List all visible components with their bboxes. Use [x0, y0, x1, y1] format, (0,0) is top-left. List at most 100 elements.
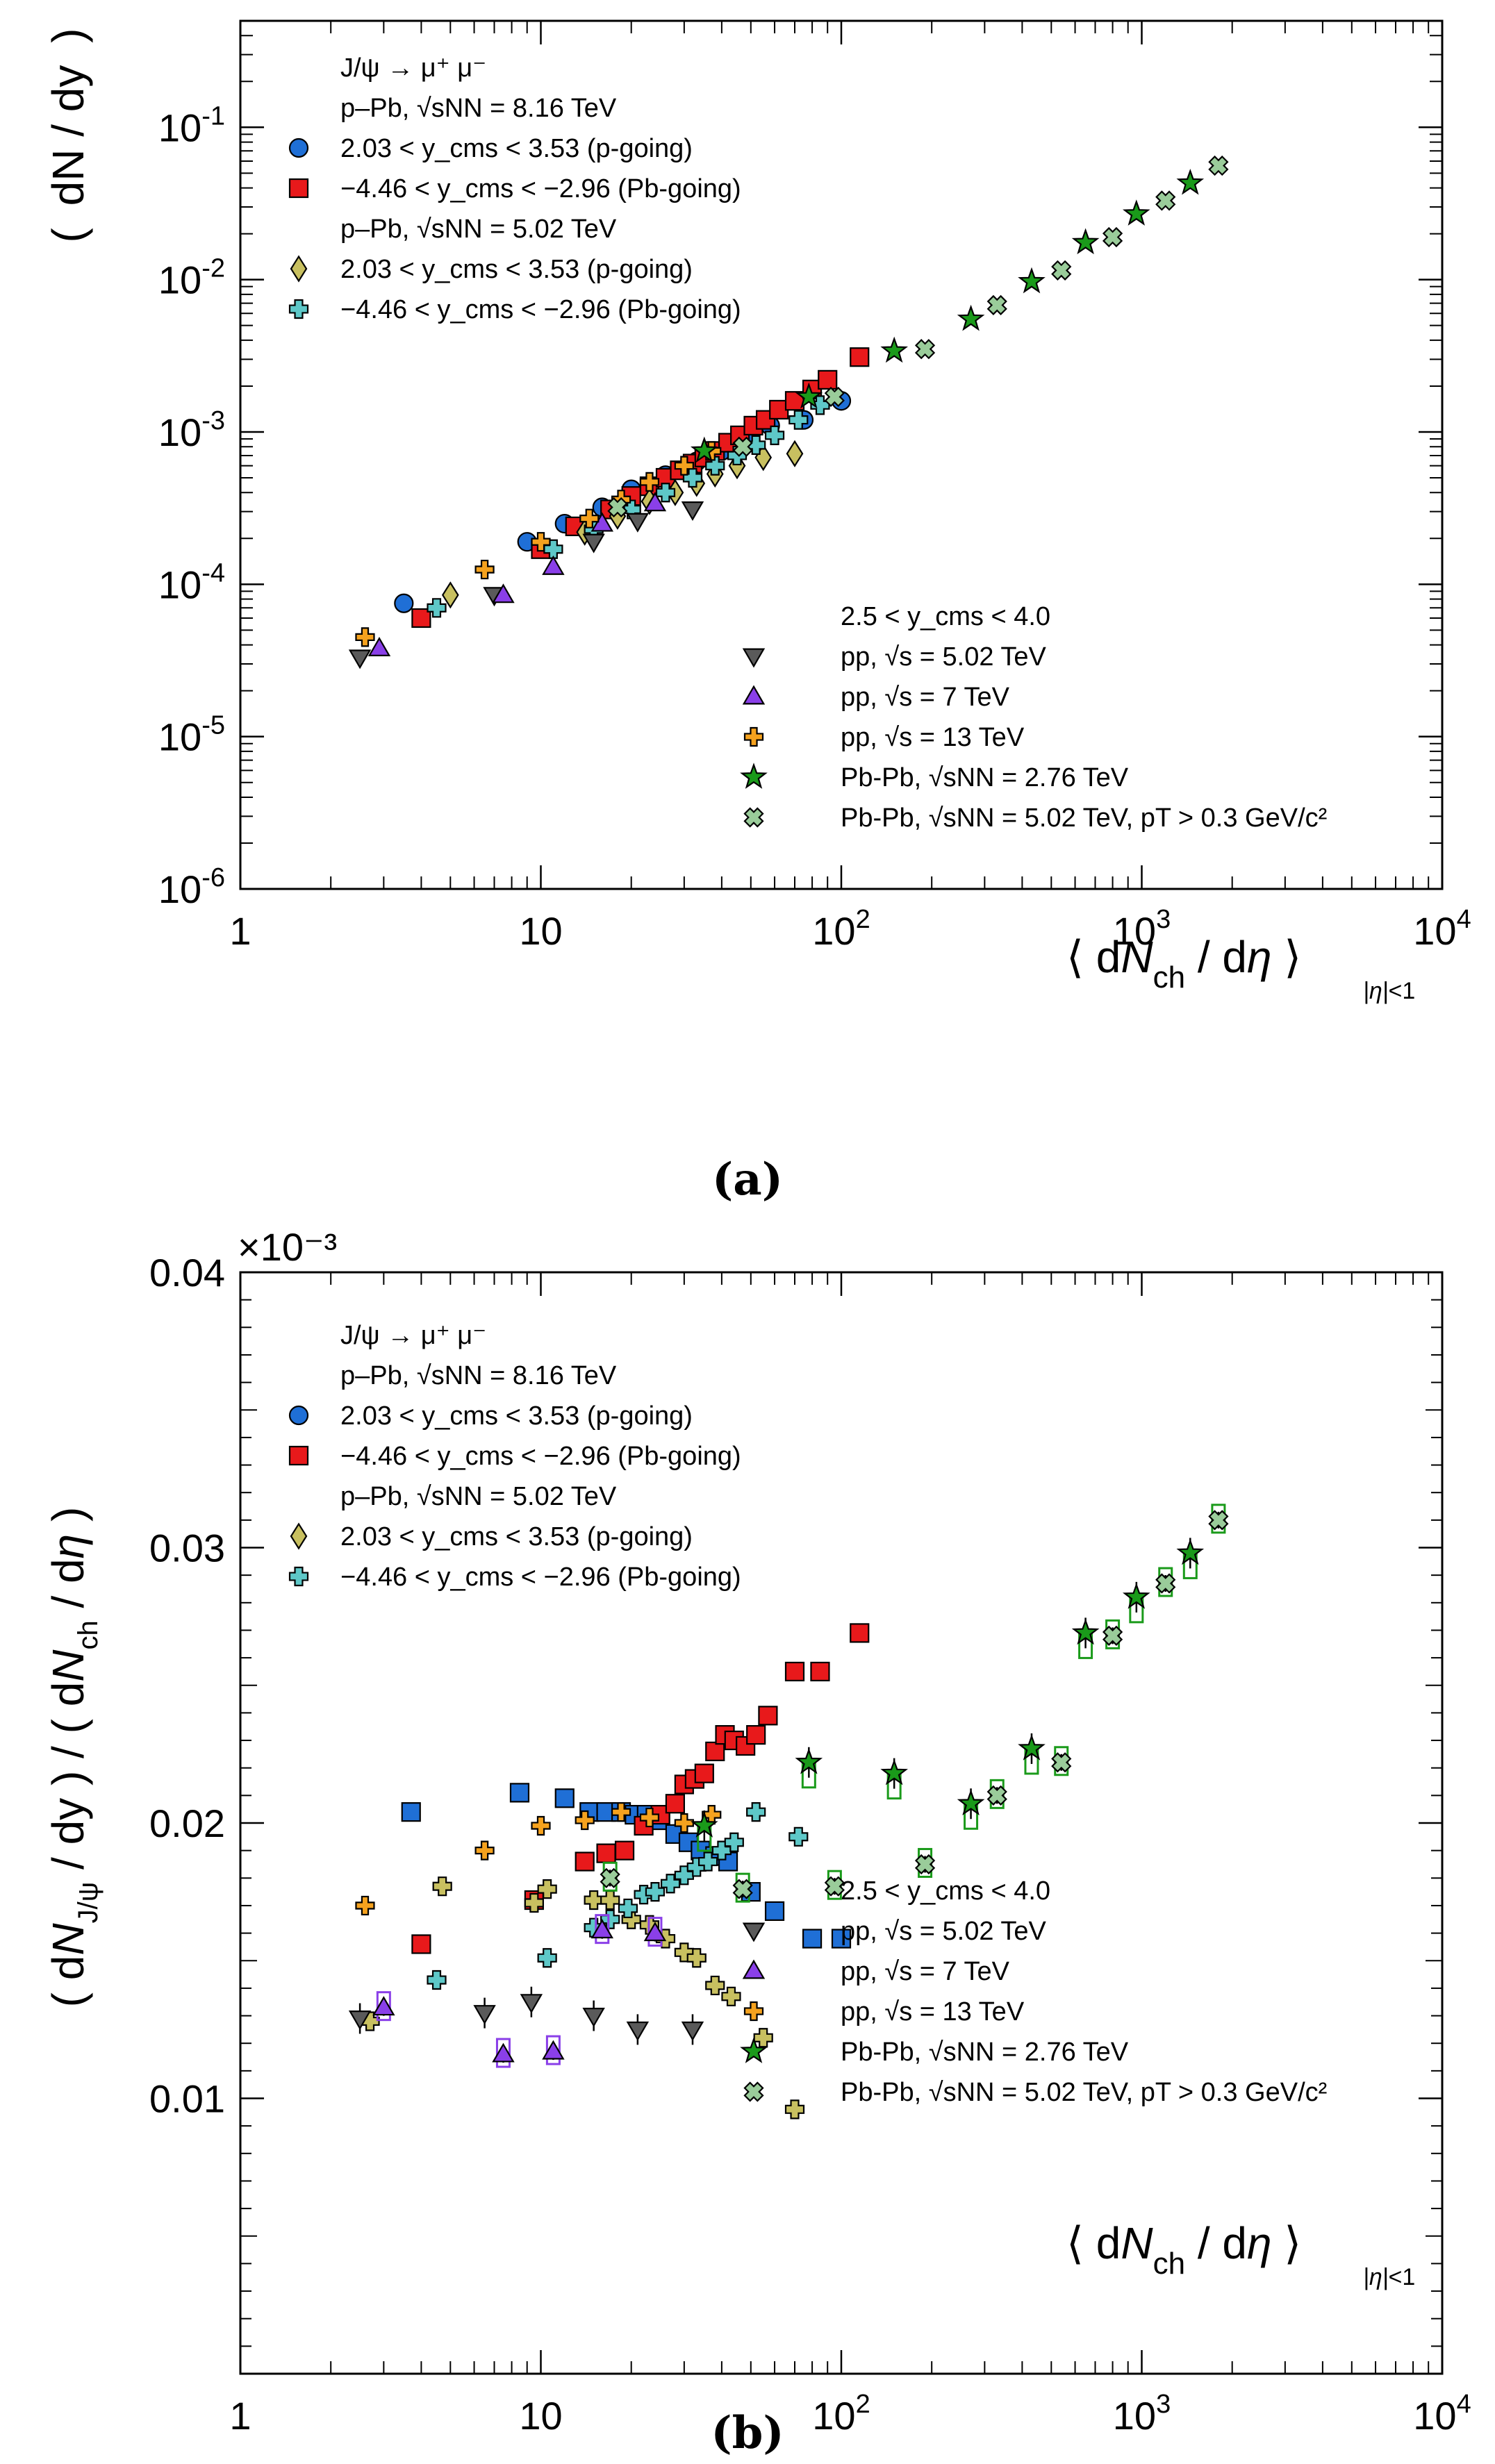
point-b-1-4	[614, 1840, 635, 1861]
point-a-7-7	[1176, 168, 1205, 195]
point-b-1-2	[575, 1851, 595, 1872]
point-b-1-0	[411, 1934, 431, 1954]
point-b-2-5	[600, 1890, 620, 1911]
y-tick-label-a: 10-6	[158, 863, 225, 911]
point-b-3-1	[537, 1948, 557, 1968]
point-a-1-18	[818, 369, 838, 390]
legend-left-entry: −4.46 < y_cms < −2.96 (Pb-going)	[340, 295, 741, 324]
point-b-5-0	[372, 1996, 395, 2016]
point-b-6-1	[474, 1840, 495, 1861]
point-a-6-3	[579, 508, 600, 528]
y-tick-label-a: 10-5	[158, 711, 225, 759]
point-b-0-1	[509, 1783, 530, 1803]
legend-marker	[288, 178, 309, 199]
legend-right-entry: pp, √s = 13 TeV	[841, 1997, 1025, 2026]
point-a-8-7	[1155, 190, 1176, 211]
legend-marker	[290, 255, 308, 283]
point-b-0-0	[401, 1802, 421, 1822]
x-axis-label-a: ⟨ dNch / dη ⟩ |η|<1	[1066, 932, 1415, 1004]
point-a-3-6	[705, 456, 725, 476]
legend-right-b: 2.5 < y_cms < 4.0 pp, √s = 5.02 TeV pp, √s…	[740, 1876, 1327, 2107]
point-b-4-5	[681, 2021, 704, 2041]
legend-marker	[740, 763, 768, 789]
point-a-2-0	[441, 581, 459, 609]
panel-a: 1 10 102 103 104 10-6 10-5 10-4 10-3 10-2 10-1 J/ψ…	[43, 19, 1471, 1206]
chart-marks-b	[348, 1504, 1229, 2120]
legend-left-entry: 2.03 < y_cms < 3.53 (p-going)	[340, 1401, 693, 1431]
syst-box	[545, 2035, 561, 2065]
panel-b: 1 10 102 103 104 0.01 0.02 0.03 0.04 J/ψ → μ⁺ μ⁻…	[43, 1225, 1471, 2459]
tick-labels-b: 1 10 102 103 104 0.01 0.02 0.03 0.04	[149, 1251, 1471, 2438]
point-a-7-2	[880, 336, 909, 363]
point-a-3-0	[427, 598, 447, 618]
axis-ticks-b	[239, 1271, 1444, 2375]
syst-box	[595, 1914, 610, 1945]
point-b-2-1	[432, 1876, 452, 1897]
legend-right-entry: pp, √s = 7 TeV	[841, 1957, 1010, 1986]
point-a-4-0	[348, 649, 372, 669]
legend-right-entry: Pb-Pb, √sNN = 5.02 TeV, pT > 0.3 GeV/c²	[841, 804, 1327, 833]
y-tick-label-a: 10-4	[158, 558, 225, 606]
legend-left-entry: p–Pb, √sNN = 8.16 TeV	[340, 94, 617, 123]
y-tick-label-b: 0.02	[149, 1801, 225, 1845]
x-tick-label-b: 10	[519, 2394, 562, 2438]
point-b-6-4	[611, 1802, 631, 1822]
svg-text:|η|<1: |η|<1	[1363, 2264, 1415, 2290]
point-b-5-3	[590, 1919, 613, 1939]
legend-marker	[743, 2081, 764, 2102]
point-b-6-2	[531, 1815, 551, 1836]
point-b-0-16	[802, 1929, 823, 1949]
point-a-4-4	[681, 501, 704, 522]
point-a-5-0	[367, 636, 391, 656]
legend-marker	[742, 1922, 766, 1942]
y-axis-label-a: ( dN / dy )	[43, 28, 93, 243]
syst-box	[495, 2038, 511, 2068]
legend-right-entry: Pb-Pb, √sNN = 2.76 TeV	[841, 2038, 1129, 2067]
legend-right-entry: pp, √s = 5.02 TeV	[841, 1917, 1047, 1946]
plot-frame-b	[239, 1271, 1444, 2375]
point-a-8-3	[914, 339, 936, 360]
x-tick-label-a: 104	[1413, 905, 1471, 953]
point-b-3-14	[788, 1826, 809, 1847]
point-a-3-9	[764, 425, 785, 445]
point-b-7-4	[1018, 1734, 1046, 1760]
x-tick-label-a: 1	[229, 909, 251, 953]
point-a-4-3	[626, 513, 650, 533]
legend-marker	[288, 1566, 309, 1587]
legend-marker	[743, 2001, 764, 2022]
x-label-sub-a: ch	[1153, 960, 1185, 994]
legend-marker	[742, 648, 766, 668]
y-tick-label-b: 0.01	[149, 2077, 225, 2121]
legend-right-title: 2.5 < y_cms < 4.0	[841, 602, 1050, 631]
point-b-2-10	[686, 1948, 707, 1968]
axis-ticks-a	[239, 20, 1444, 890]
legend-marker	[288, 138, 309, 158]
point-a-4-2	[582, 533, 605, 553]
x-tick-label-b: 103	[1113, 2390, 1171, 2438]
point-b-8-6	[1102, 1625, 1123, 1646]
syst-box	[647, 1917, 663, 1947]
point-a-5-2	[542, 555, 565, 575]
point-b-2-6	[621, 1909, 641, 1929]
x-tick-label-a: 102	[812, 905, 870, 953]
point-b-4-4	[626, 2021, 650, 2041]
point-b-4-2	[520, 1994, 543, 2014]
legend-left-entry: −4.46 < y_cms < −2.96 (Pb-going)	[340, 1442, 741, 1471]
point-a-8-6	[1102, 226, 1123, 248]
point-b-2-4	[584, 1890, 604, 1911]
legend-left-entry: p–Pb, √sNN = 5.02 TeV	[340, 1482, 617, 1511]
legend-left-entry: −4.46 < y_cms < −2.96 (Pb-going)	[340, 174, 741, 203]
legend-right-entry: Pb-Pb, √sNN = 5.02 TeV, pT > 0.3 GeV/c²	[841, 2078, 1327, 2107]
point-b-1-18	[810, 1661, 830, 1682]
point-b-3-10	[698, 1851, 718, 1872]
point-b-0-2	[554, 1788, 575, 1808]
point-b-0-17	[831, 1929, 852, 1949]
point-b-1-11	[705, 1741, 725, 1762]
legend-left-entry: p–Pb, √sNN = 8.16 TeV	[340, 1361, 617, 1390]
point-a-6-1	[474, 559, 495, 580]
legend-left-entry: p–Pb, √sNN = 5.02 TeV	[340, 215, 617, 244]
x-tick-label-b: 102	[812, 2390, 870, 2438]
point-a-8-5	[1051, 260, 1072, 281]
point-b-5-1	[492, 2042, 515, 2063]
